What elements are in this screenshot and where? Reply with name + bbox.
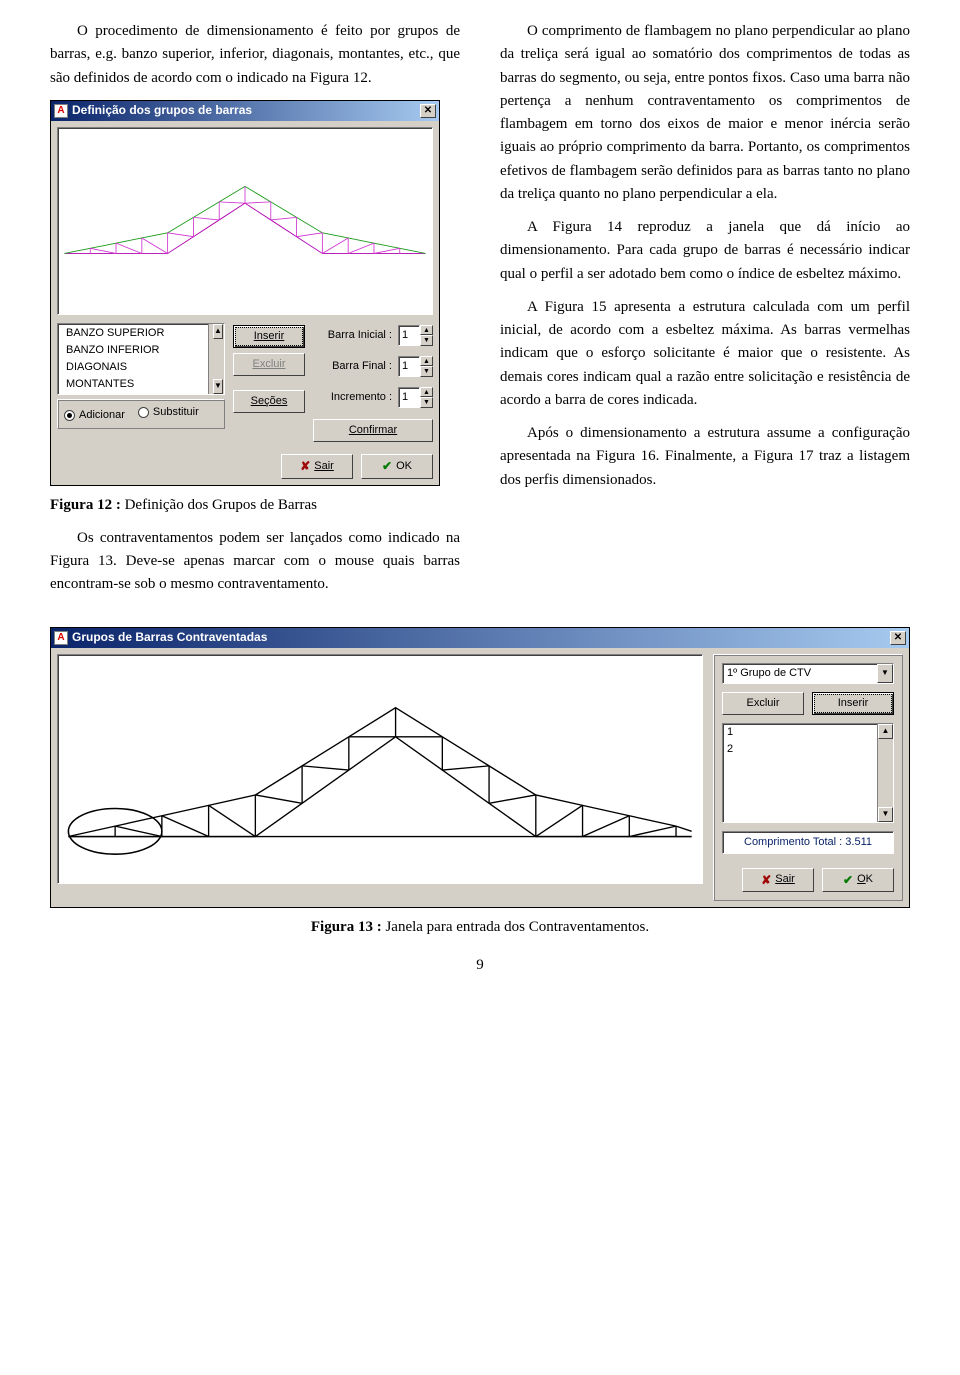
x-icon: ✘ [300,457,310,476]
check-icon: ✔ [843,871,853,890]
app-icon: A [54,631,68,645]
scroll-down-icon[interactable]: ▼ [878,807,893,822]
label: Incremento : [331,389,392,406]
caption-text: Definição dos Grupos de Barras [125,497,317,513]
chevron-up-icon[interactable]: ▲ [420,356,433,367]
window-grupos-contraventadas: A Grupos de Barras Contraventadas ✕ 1º G… [50,627,910,909]
page-number: 9 [50,954,910,977]
radio-substituir[interactable]: Substituir [138,404,199,421]
label: Seções [251,393,288,410]
chevron-down-icon[interactable]: ▼ [420,366,433,377]
combo-value: 1º Grupo de CTV [723,664,877,683]
text: O procedimento de dimensionamento é feit… [50,23,460,86]
scrollbar[interactable]: ▲ ▼ [877,724,893,822]
text: Os contraventamentos podem ser lançados … [50,530,460,593]
side-panel: 1º Grupo de CTV ▼ Excluir Inserir 12 ▲ ▼… [713,654,903,902]
secoes-button[interactable]: Seções [233,390,305,413]
text: A Figura 14 reproduz a janela que dá iní… [500,219,910,282]
window-definicao-grupos: A Definição dos grupos de barras ✕ BANZO… [50,100,440,486]
close-icon[interactable]: ✕ [890,631,906,645]
scroll-up-icon[interactable]: ▲ [878,724,893,739]
radio-group: Adicionar Substituir [57,399,225,429]
scroll-down-icon[interactable]: ▼ [213,379,223,394]
text: O comprimento de flambagem no plano perp… [500,23,910,202]
truss-canvas[interactable] [57,654,703,884]
label: Barra Inicial : [328,327,392,344]
inserir-button[interactable]: Inserir [233,325,305,348]
value: 1 [398,387,420,408]
chevron-down-icon[interactable]: ▼ [420,397,433,408]
label: Excluir [252,356,285,373]
label: Inserir [254,328,285,345]
caption-bold: Figura 12 : [50,497,125,513]
label: Confirmar [349,422,397,439]
label: Sair [775,871,795,888]
barra-final-spinner[interactable]: 1 ▲▼ [398,356,433,377]
ctv-group-combo[interactable]: 1º Grupo de CTV ▼ [722,663,894,684]
truss-svg [58,655,702,883]
figure-caption: Figura 13 : Janela para entrada dos Cont… [50,916,910,939]
groups-listbox[interactable]: BANZO SUPERIORBANZO INFERIORDIAGONAISMON… [57,323,225,395]
caption-text: Janela para entrada dos Contraventamento… [385,919,649,935]
radio-adicionar[interactable]: Adicionar [64,407,125,424]
label: OK [857,871,873,888]
scrollbar[interactable]: ▲ ▼ [208,324,224,394]
paragraph: Após o dimensionamento a estrutura assum… [500,422,910,492]
radio-dot-icon [138,407,149,418]
incremento-spinner[interactable]: 1 ▲▼ [398,387,433,408]
text: A Figura 15 apresenta a estrutura calcul… [500,299,910,408]
truss-canvas [57,127,433,315]
paragraph: A Figura 15 apresenta a estrutura calcul… [500,296,910,412]
close-icon[interactable]: ✕ [420,104,436,118]
window-title: Grupos de Barras Contraventadas [72,628,267,647]
scroll-up-icon[interactable]: ▲ [213,324,223,339]
chevron-up-icon[interactable]: ▲ [420,325,433,336]
value: 1 [398,325,420,346]
label: Excluir [746,695,779,712]
excluir-button[interactable]: Excluir [233,353,305,376]
text: Após o dimensionamento a estrutura assum… [500,425,910,488]
radio-label: Adicionar [79,407,125,424]
caption-bold: Figura 13 : [311,919,386,935]
paragraph: O procedimento de dimensionamento é feit… [50,20,460,90]
label: OK [396,458,412,475]
chevron-down-icon[interactable]: ▼ [877,664,893,683]
barra-inicial-spinner[interactable]: 1 ▲▼ [398,325,433,346]
members-listbox[interactable]: 12 ▲ ▼ [722,723,894,823]
check-icon: ✔ [382,457,392,476]
titlebar[interactable]: A Grupos de Barras Contraventadas ✕ [51,628,909,648]
sair-button[interactable]: ✘ Sair [742,868,814,893]
ok-button[interactable]: ✔ OK [361,454,433,479]
paragraph: O comprimento de flambagem no plano perp… [500,20,910,206]
paragraph: Os contraventamentos podem ser lançados … [50,527,460,597]
chevron-down-icon[interactable]: ▼ [420,335,433,346]
comprimento-total-label: Comprimento Total : 3.511 [722,831,894,854]
label: Sair [314,458,334,475]
inserir-button[interactable]: Inserir [812,692,894,715]
label: Barra Final : [332,358,392,375]
label: Inserir [838,695,869,712]
truss-svg [58,128,432,308]
x-icon: ✘ [761,871,771,890]
figure-caption: Figura 12 : Definição dos Grupos de Barr… [50,494,460,517]
window-title: Definição dos grupos de barras [72,101,252,120]
paragraph: A Figura 14 reproduz a janela que dá iní… [500,216,910,286]
sair-button[interactable]: ✘ Sair [281,454,353,479]
chevron-up-icon[interactable]: ▲ [420,387,433,398]
titlebar[interactable]: A Definição dos grupos de barras ✕ [51,101,439,121]
radio-label: Substituir [153,404,199,421]
ok-button[interactable]: ✔ OK [822,868,894,893]
excluir-button[interactable]: Excluir [722,692,804,715]
value: 1 [398,356,420,377]
app-icon: A [54,104,68,118]
confirmar-button[interactable]: Confirmar [313,419,433,442]
radio-dot-icon [64,410,75,421]
